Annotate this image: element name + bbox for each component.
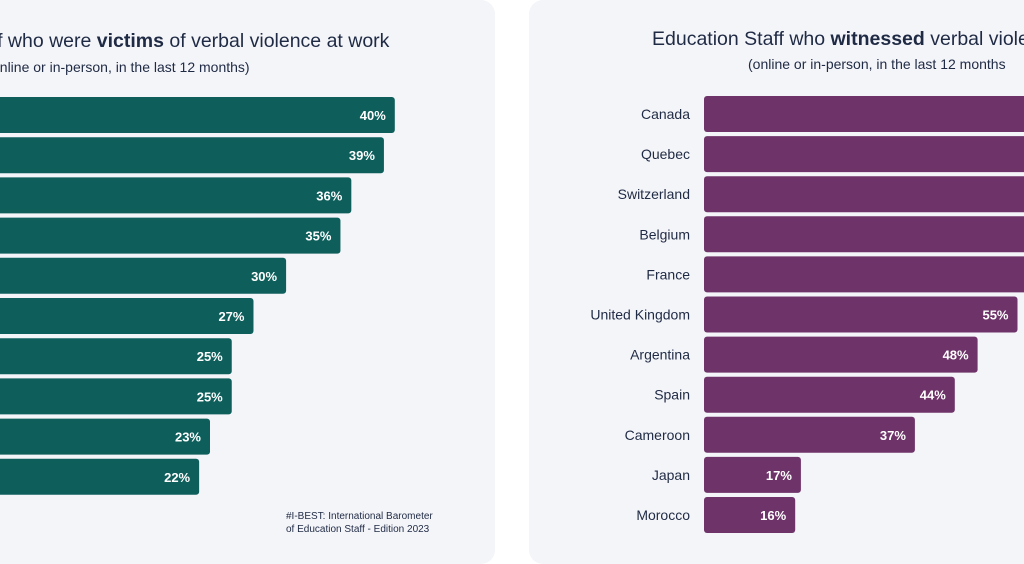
victims-bar-value-label: 25% xyxy=(197,349,223,364)
country-label: Canada xyxy=(641,106,690,122)
witnessed-bar xyxy=(704,136,1024,173)
source-footnote: #I-BEST: International Barometer of Educ… xyxy=(286,510,433,536)
victims-bar xyxy=(0,378,232,415)
victims-bar xyxy=(0,137,384,174)
witnessed-bar-value-label: 37% xyxy=(880,428,906,443)
witnessed-bar xyxy=(704,416,915,453)
footnote-line-1: #I-BEST: International Barometer xyxy=(286,511,433,522)
victims-bar xyxy=(0,458,200,495)
victims-chart-panel: ff who were victims of verbal violence a… xyxy=(0,0,495,564)
witnessed-bar-value-label: 16% xyxy=(760,508,786,523)
witnessed-chart-panel: Education Staff who witnessed verbal vio… xyxy=(529,0,1024,564)
country-label: United Kingdom xyxy=(590,307,690,323)
witnessed-bar xyxy=(704,497,796,533)
country-label: Quebec xyxy=(641,146,690,162)
victims-bar-value-label: 40% xyxy=(360,108,386,123)
country-label: Switzerland xyxy=(618,186,690,202)
victims-bar xyxy=(0,177,352,214)
witnessed-bar-value-label: 17% xyxy=(766,468,792,483)
victims-bar xyxy=(0,418,211,455)
witnessed-bar xyxy=(704,456,801,493)
witnessed-bar xyxy=(704,216,1024,253)
victims-bar-chart: 40% 39% 36% 35% 30% 27% 25% 25% 23% 22% xyxy=(0,97,395,495)
witnessed-chart-subtitle: (online or in-person, in the last 12 mon… xyxy=(748,56,1006,72)
victims-bar xyxy=(0,217,341,254)
country-label: France xyxy=(646,266,690,282)
victims-bar xyxy=(0,257,287,294)
witnessed-bar xyxy=(704,96,1024,132)
victims-bar-value-label: 36% xyxy=(316,188,342,203)
victims-bar-value-label: 25% xyxy=(197,389,223,404)
witnessed-chart-title: Education Staff who witnessed verbal vio… xyxy=(652,28,1024,50)
country-label: Japan xyxy=(652,467,690,483)
witnessed-bar xyxy=(704,296,1018,333)
witnessed-bar xyxy=(704,256,1024,293)
country-label: Morocco xyxy=(636,507,690,523)
country-label: Argentina xyxy=(630,347,690,363)
victims-bar xyxy=(0,97,395,133)
witnessed-bar-value-label: 44% xyxy=(920,388,946,403)
victims-bar-value-label: 39% xyxy=(349,148,375,163)
country-label: Belgium xyxy=(639,226,690,242)
victims-bar xyxy=(0,338,232,375)
country-label: Cameroon xyxy=(625,427,690,443)
witnessed-bar-value-label: 55% xyxy=(982,308,1008,323)
country-label: Spain xyxy=(654,387,690,403)
victims-chart-subtitle: online or in-person, in the last 12 mont… xyxy=(0,59,250,75)
victims-bar xyxy=(0,298,254,334)
victims-bar-value-label: 22% xyxy=(164,470,190,485)
witnessed-bar xyxy=(704,176,1024,213)
witnessed-bar-chart: Canada Quebec Switzerland Belgium France Unit… xyxy=(590,96,1024,533)
witnessed-bar-value-label: 48% xyxy=(943,348,969,363)
victims-bar-value-label: 23% xyxy=(175,430,201,445)
victims-bar-value-label: 30% xyxy=(251,269,277,284)
victims-bar-value-label: 27% xyxy=(218,309,244,324)
victims-chart-title: ff who were victims of verbal violence a… xyxy=(0,30,390,52)
victims-bar-value-label: 35% xyxy=(305,229,331,244)
footnote-line-2: of Education Staff - Edition 2023 xyxy=(286,524,430,535)
witnessed-bar xyxy=(704,336,978,373)
witnessed-bar xyxy=(704,376,955,413)
